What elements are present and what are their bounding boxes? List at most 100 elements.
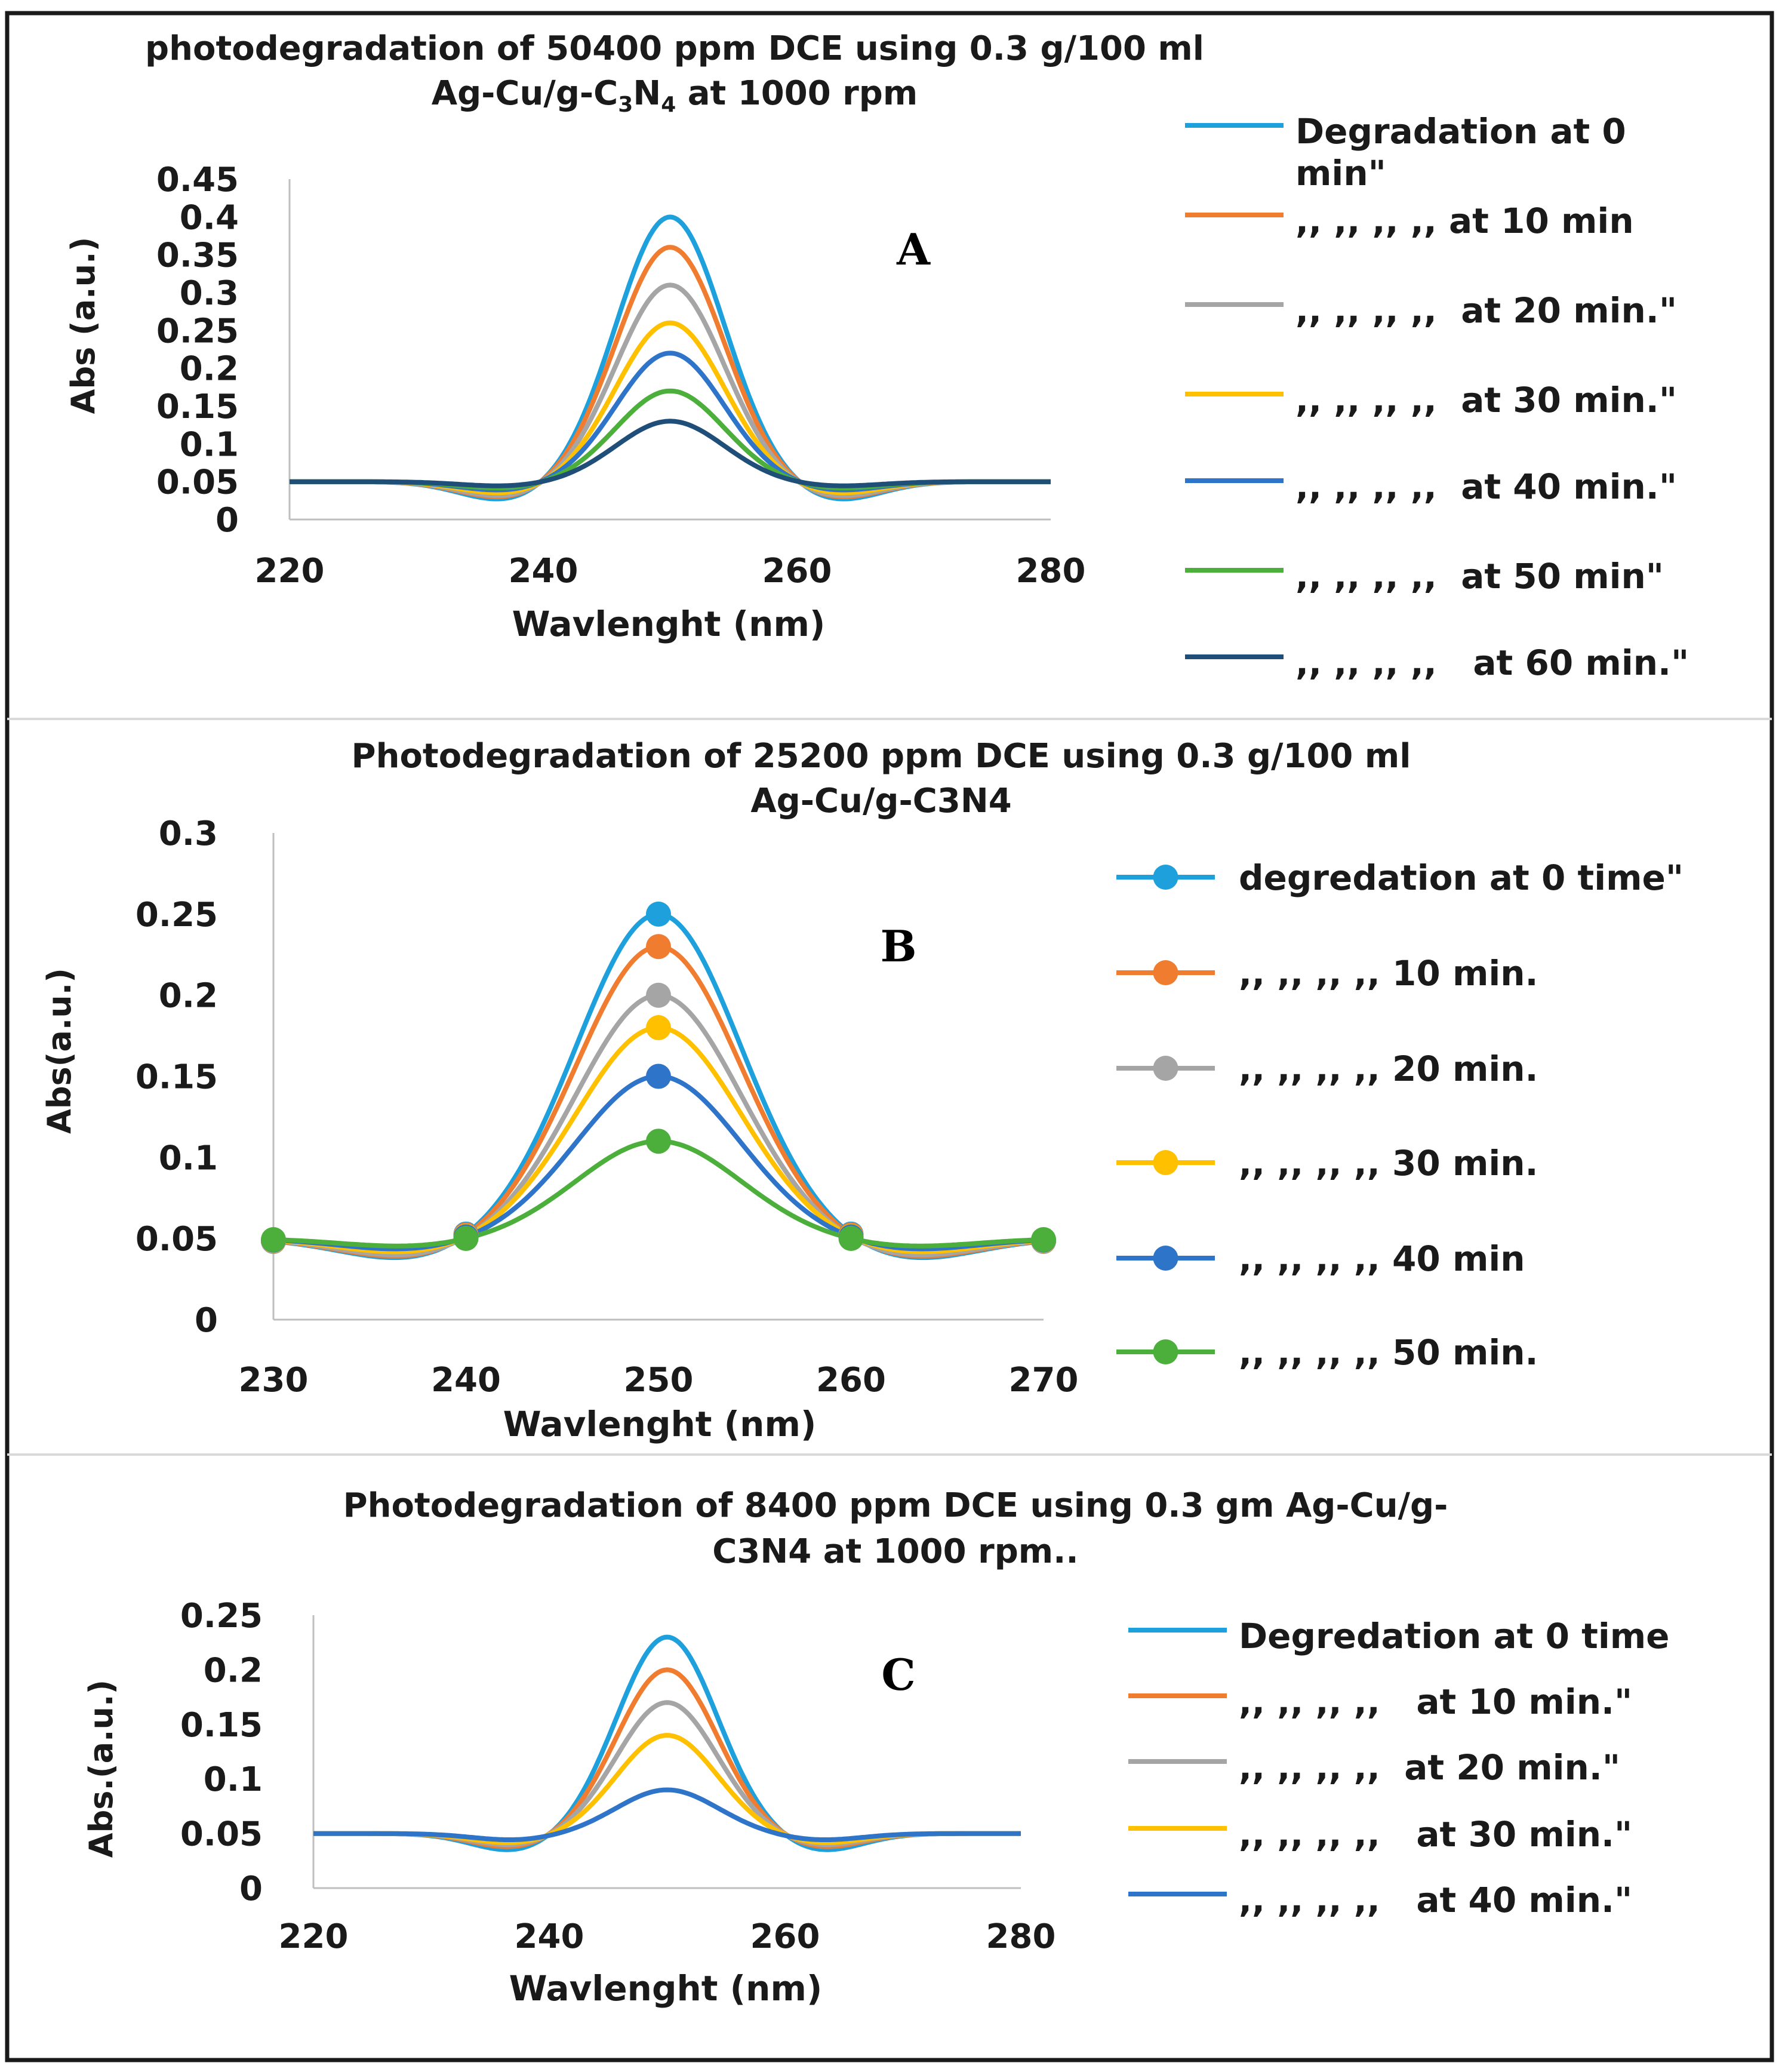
series-line-4 bbox=[313, 1787, 1021, 1842]
y-tick-label: 0.05 bbox=[180, 1815, 263, 1854]
y-tick-label: 0 bbox=[239, 1870, 263, 1908]
x-tick-label: 220 bbox=[255, 552, 325, 591]
panel-a-title-mid: N bbox=[633, 74, 661, 113]
panel-b-axes: 0 0.05 0.1 0.15 0.2 0.25 0.3 230 240 250 260 270 bbox=[136, 814, 1079, 1400]
series-0-data-point bbox=[646, 901, 671, 927]
legend-label-5: ,, ,, ,, ,, 50 min. bbox=[1239, 1332, 1538, 1373]
y-tick-label: 0 bbox=[195, 1301, 218, 1340]
panel-a-title-line2-suffix: at 1000 rpm bbox=[676, 74, 918, 113]
y-tick-label: 0.15 bbox=[156, 388, 239, 426]
series-line-6 bbox=[290, 419, 1051, 488]
x-tick-label: 280 bbox=[1016, 552, 1086, 591]
series-5-data-point bbox=[261, 1227, 286, 1253]
series-3-data-point bbox=[646, 1015, 671, 1041]
legend-marker-3 bbox=[1153, 1150, 1178, 1175]
panel-b-title-line2: Ag-Cu/g-C3N4 bbox=[750, 782, 1011, 820]
x-tick-label: 270 bbox=[1009, 1361, 1079, 1400]
legend-marker-4 bbox=[1153, 1246, 1178, 1271]
panel-b-title-line1: Photodegradation of 25200 ppm DCE using … bbox=[352, 737, 1411, 776]
legend-label-4: ,, ,, ,, ,, 40 min bbox=[1239, 1238, 1525, 1279]
series-2-data-point bbox=[646, 982, 671, 1008]
x-tick-label: 240 bbox=[515, 1917, 584, 1956]
panel-a-y-axis-label: Abs (a.u.) bbox=[64, 237, 102, 414]
y-tick-label: 0.1 bbox=[159, 1139, 218, 1178]
panel-a-title-line2-prefix: Ag-Cu/g-C bbox=[432, 74, 618, 113]
series-4-data-point bbox=[646, 1063, 671, 1089]
panel-b-y-axis-label: Abs(a.u.) bbox=[41, 968, 78, 1134]
figure-border bbox=[5, 11, 1774, 2062]
panel-a-title-line2: Ag-Cu/g-C3N4 at 1000 rpm bbox=[432, 74, 918, 117]
legend-label-1: ,, ,, ,, ,, at 10 min." bbox=[1239, 1681, 1632, 1722]
panel-a-axes: 00.050.10.150.20.250.30.350.40.45 220 240 2… bbox=[156, 161, 1086, 591]
legend-marker-5 bbox=[1153, 1339, 1178, 1364]
x-tick-label: 260 bbox=[762, 552, 832, 591]
series-5-data-point bbox=[838, 1225, 864, 1251]
y-tick-label: 0.1 bbox=[180, 425, 239, 464]
legend-label-1: ,, ,, ,, ,, at 10 min bbox=[1295, 201, 1634, 241]
series-5-data-point bbox=[453, 1225, 479, 1251]
series-5-data-point bbox=[646, 1129, 671, 1154]
y-tick-label: 0.1 bbox=[204, 1760, 263, 1799]
x-tick-label: 240 bbox=[431, 1361, 501, 1400]
y-tick-label: 0.35 bbox=[156, 236, 239, 275]
legend-label-5: ,, ,, ,, ,, at 50 min" bbox=[1295, 556, 1664, 597]
legend-marker-0 bbox=[1153, 865, 1178, 890]
x-tick-label: 240 bbox=[509, 552, 578, 591]
panel-c-series-group bbox=[313, 1634, 1021, 1852]
y-tick-label: 0.3 bbox=[159, 814, 218, 853]
legend-label-1: ,, ,, ,, ,, 10 min. bbox=[1239, 953, 1538, 994]
y-tick-label: 0.45 bbox=[156, 161, 239, 199]
panel-c-y-axis-label: Abs.(a.u.) bbox=[82, 1680, 120, 1858]
y-tick-label: 0.2 bbox=[159, 977, 218, 1016]
x-tick-label: 220 bbox=[279, 1917, 349, 1956]
legend-marker-2 bbox=[1153, 1056, 1178, 1081]
legend-label-0: Degradation at 0 bbox=[1295, 111, 1626, 152]
panel-a-series-group bbox=[290, 214, 1051, 502]
y-tick-label: 0.25 bbox=[156, 312, 239, 351]
panel-a-title-line1: photodegradation of 50400 ppm DCE using … bbox=[145, 29, 1204, 68]
x-tick-label: 260 bbox=[750, 1917, 820, 1956]
legend-label-3: ,, ,, ,, ,, at 30 min." bbox=[1239, 1814, 1632, 1855]
legend-label-6: ,, ,, ,, ,, at 60 min." bbox=[1295, 642, 1689, 683]
y-tick-label: 0.2 bbox=[180, 350, 239, 389]
y-tick-label: 0.05 bbox=[156, 463, 239, 502]
panel-c-x-axis-label: Wavlenght (nm) bbox=[509, 1968, 823, 2009]
series-1-data-point bbox=[646, 934, 671, 960]
panel-b-chart: Photodegradation of 25200 ppm DCE using … bbox=[41, 737, 1684, 1444]
panel-a-title-sub2: 4 bbox=[661, 93, 676, 117]
x-tick-label: 230 bbox=[239, 1361, 309, 1400]
panel-a-chart: photodegradation of 50400 ppm DCE using … bbox=[64, 29, 1689, 683]
legend-label-4: ,, ,, ,, ,, at 40 min." bbox=[1295, 466, 1677, 507]
x-tick-label: 260 bbox=[816, 1361, 886, 1400]
panel-b-legend: degredation at 0 time" ,, ,, ,, ,, 10 min… bbox=[1116, 857, 1684, 1373]
y-tick-label: 0.25 bbox=[180, 1597, 263, 1636]
y-tick-label: 0.05 bbox=[136, 1220, 218, 1259]
panel-a-letter: A bbox=[896, 224, 931, 275]
y-tick-label: 0.4 bbox=[180, 198, 239, 237]
panel-c-title-line2: C3N4 at 1000 rpm.. bbox=[712, 1532, 1078, 1571]
legend-label-4: ,, ,, ,, ,, at 40 min." bbox=[1239, 1880, 1632, 1920]
legend-label-2: ,, ,, ,, ,, 20 min. bbox=[1239, 1049, 1538, 1089]
panel-a-title-sub1: 3 bbox=[618, 93, 633, 117]
panel-b-letter: B bbox=[881, 921, 917, 972]
panel-c-chart: Photodegradation of 8400 ppm DCE using 0… bbox=[82, 1486, 1670, 2009]
y-tick-label: 0.25 bbox=[136, 896, 218, 934]
series-5-data-point bbox=[1031, 1227, 1056, 1253]
panel-b-series-group bbox=[261, 901, 1056, 1261]
panel-a-x-axis-label: Wavlenght (nm) bbox=[512, 604, 826, 644]
y-tick-label: 0.3 bbox=[180, 274, 239, 313]
panel-c-axes: 0 0.05 0.1 0.15 0.2 0.25 220 240 260 280 bbox=[180, 1597, 1056, 1956]
panel-c-title-line1: Photodegradation of 8400 ppm DCE using 0… bbox=[343, 1486, 1448, 1525]
y-tick-label: 0.15 bbox=[136, 1058, 218, 1097]
x-tick-label: 250 bbox=[624, 1361, 694, 1400]
panel-b-x-axis-label: Wavlenght (nm) bbox=[503, 1404, 817, 1444]
legend-label-3: ,, ,, ,, ,, at 30 min." bbox=[1295, 380, 1677, 420]
y-tick-label: 0 bbox=[216, 501, 239, 540]
legend-marker-1 bbox=[1153, 960, 1178, 985]
legend-label-3: ,, ,, ,, ,, 30 min. bbox=[1239, 1143, 1538, 1183]
legend-label-2: ,, ,, ,, ,, at 20 min." bbox=[1239, 1747, 1620, 1788]
panel-c-legend: Degredation at 0 time ,, ,, ,, ,, at 10 m… bbox=[1128, 1616, 1670, 1920]
y-tick-label: 0.15 bbox=[180, 1706, 263, 1745]
